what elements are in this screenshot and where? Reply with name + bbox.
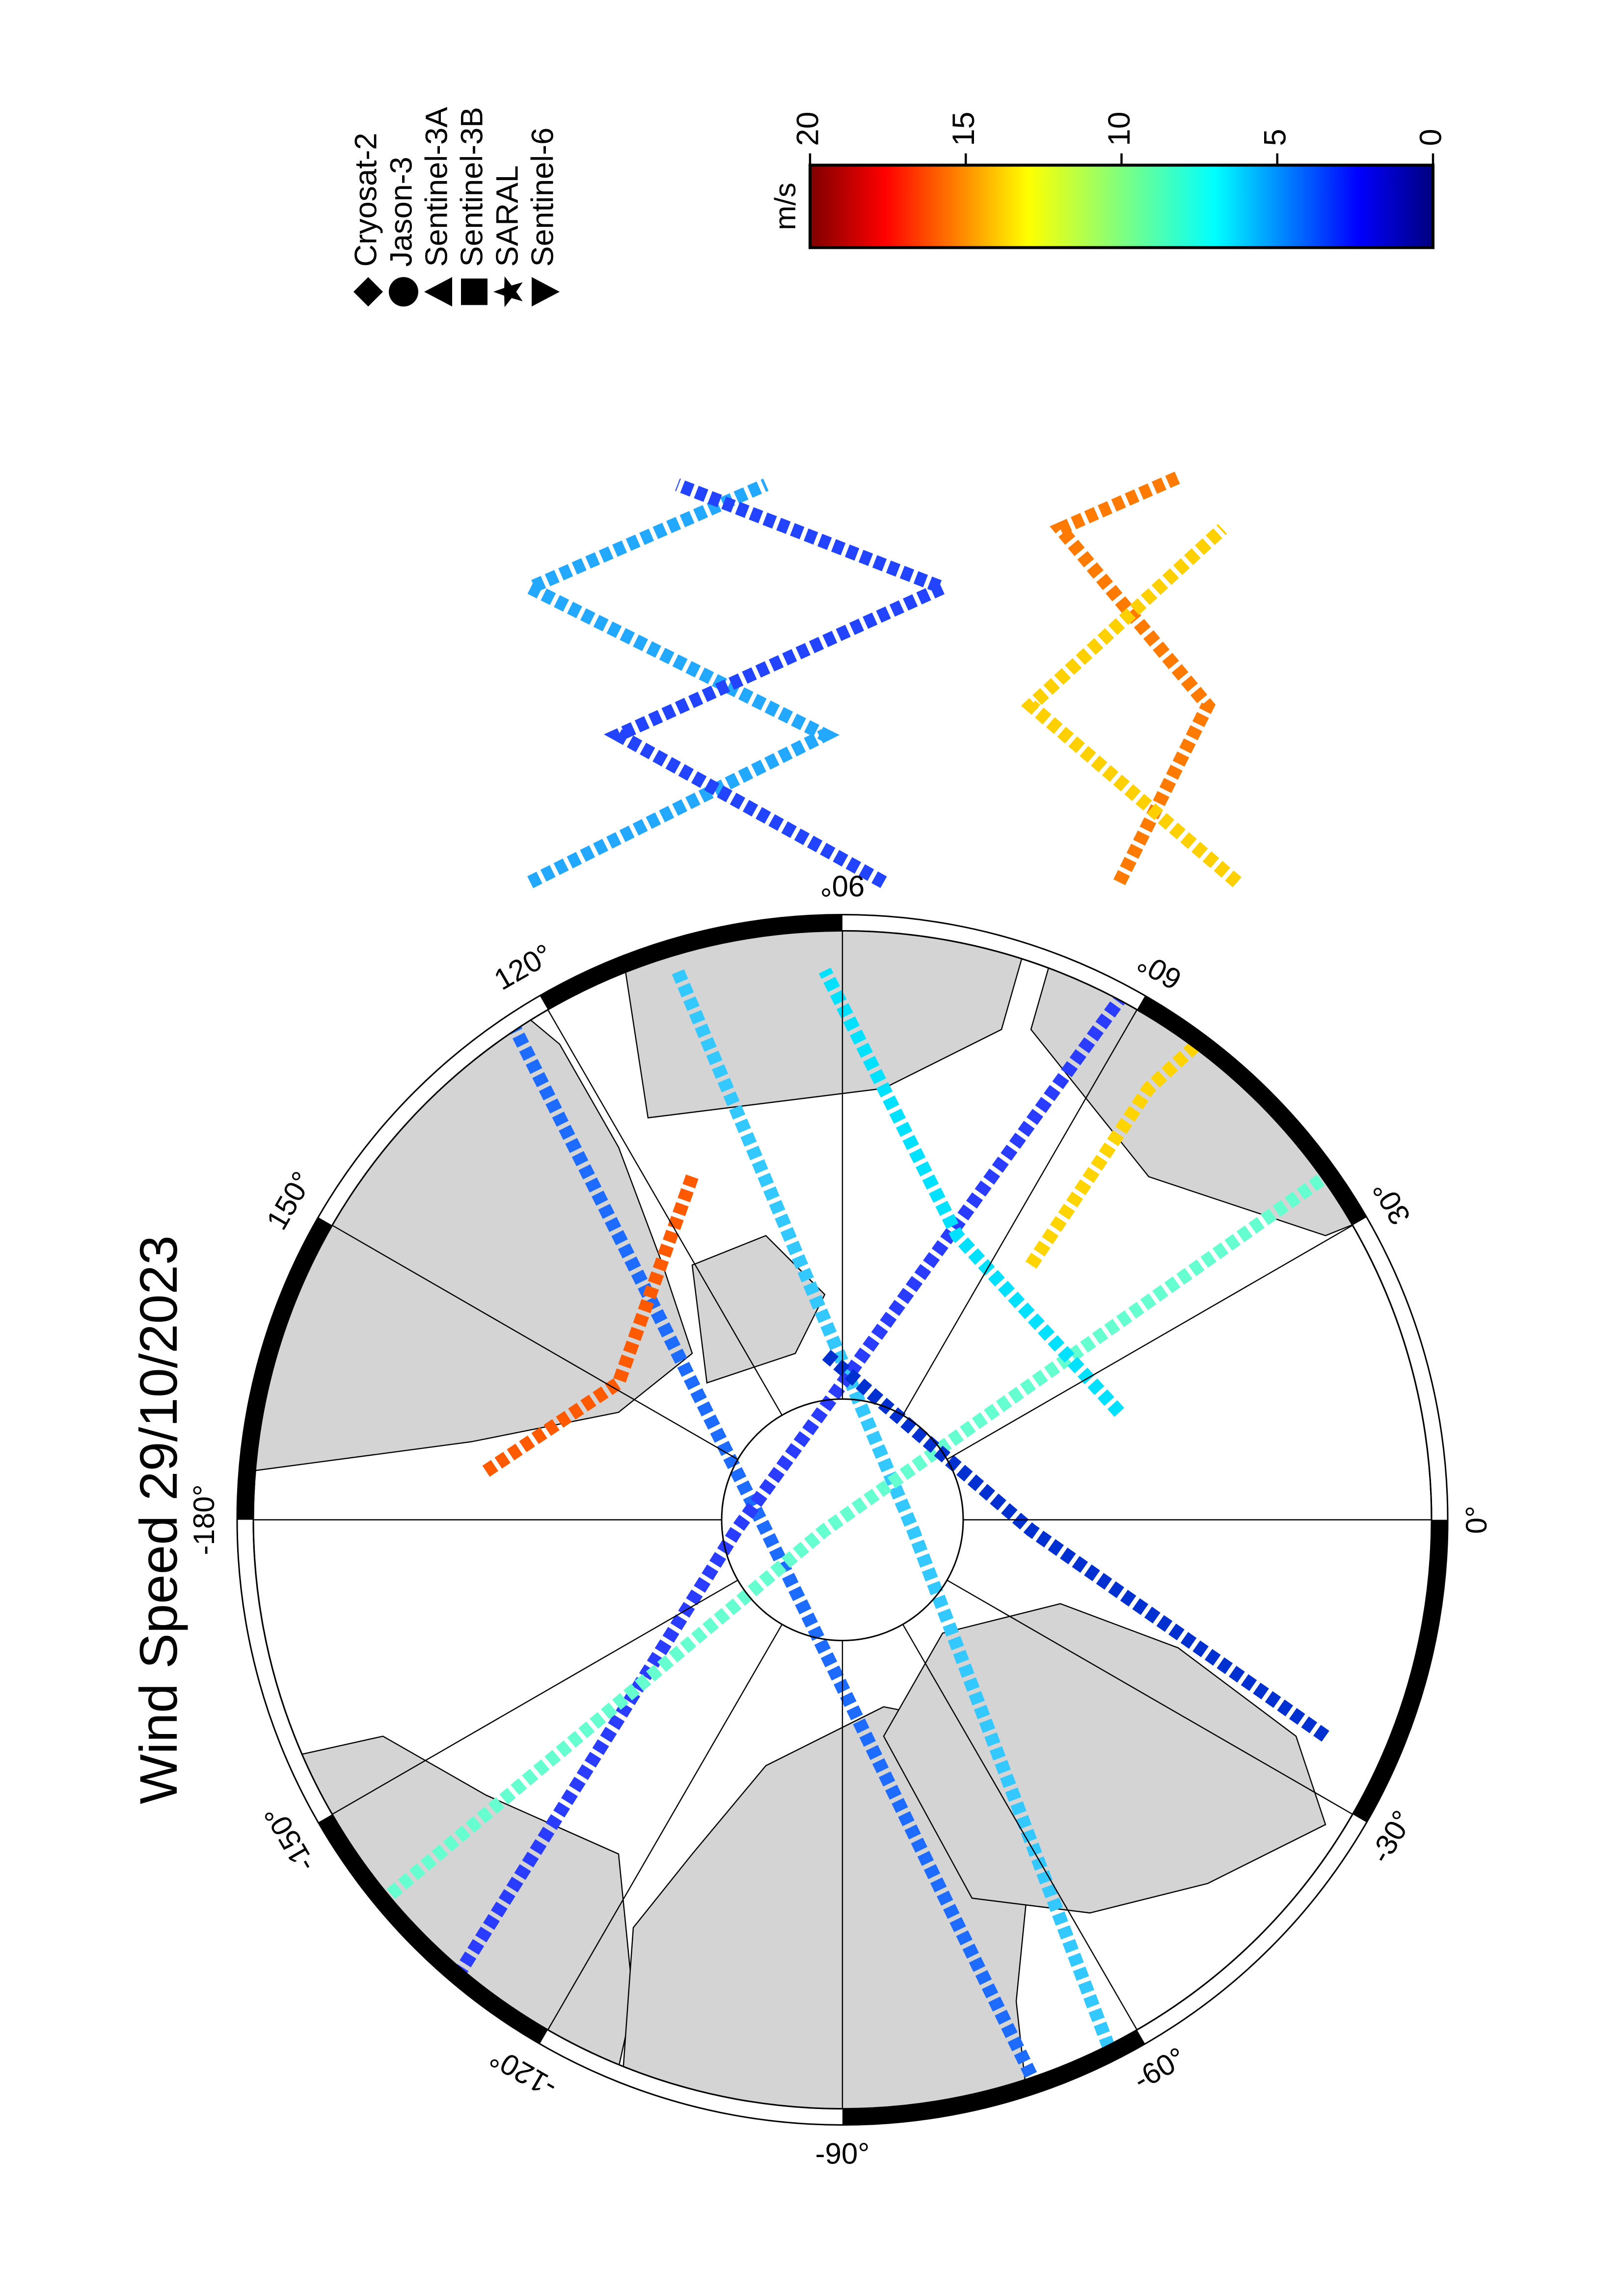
legend-label: SARAL bbox=[490, 165, 525, 267]
frame-inner bbox=[252, 930, 1433, 2109]
track bbox=[604, 478, 960, 888]
longitude-label: 60° bbox=[1132, 945, 1187, 996]
track bbox=[514, 479, 840, 888]
colorbar-tick-label: 5 bbox=[1258, 129, 1292, 146]
meridian bbox=[902, 1624, 1138, 2030]
longitude-label: 30° bbox=[1366, 1175, 1417, 1230]
legend-label: Sentinel-6 bbox=[526, 128, 560, 267]
track bbox=[436, 996, 1125, 2005]
ring-segment bbox=[237, 1217, 332, 1520]
frame-ring bbox=[237, 914, 1448, 2125]
colorbar-ticks: 0 5 10 15 20 bbox=[791, 111, 1448, 165]
map-title: Wind Speed 29/10/2023 bbox=[129, 1235, 188, 1804]
meridian bbox=[947, 1579, 1353, 1815]
longitude-label: 120° bbox=[488, 937, 558, 996]
landscape-frame: Wind Speed 29/10/2023 bbox=[129, 107, 1493, 2170]
track bbox=[1050, 471, 1216, 885]
legend-label: Jason-3 bbox=[384, 157, 419, 267]
colorbar bbox=[809, 163, 1434, 249]
meridian bbox=[947, 1225, 1353, 1460]
legend: Cryosat-2 Jason-3 Sentinel-3A Sentinel-3B SA… bbox=[349, 107, 560, 307]
colorbar-label: m/s bbox=[769, 183, 802, 230]
legend-symbol bbox=[532, 277, 560, 307]
legend-symbol bbox=[493, 276, 523, 307]
tracks-outside bbox=[514, 471, 1242, 888]
track bbox=[364, 1171, 1329, 1918]
legend-symbol bbox=[424, 277, 452, 307]
colorbar-tick-label: 0 bbox=[1414, 129, 1448, 146]
ring-segment bbox=[318, 1814, 548, 2044]
track bbox=[671, 968, 1126, 2078]
legend-symbol bbox=[389, 277, 418, 307]
legend-label: Cryosat-2 bbox=[349, 133, 383, 267]
track bbox=[482, 1174, 699, 1477]
land-greenland bbox=[883, 1603, 1326, 1914]
legend-label: Sentinel-3B bbox=[455, 107, 489, 267]
longitude-label: -180° bbox=[188, 1484, 220, 1555]
legend-label: Sentinel-3A bbox=[420, 107, 454, 267]
meridian bbox=[332, 1579, 738, 1815]
ring-segment bbox=[842, 2029, 1145, 2125]
longitude-label: -90° bbox=[815, 2137, 870, 2170]
meridian bbox=[902, 1009, 1138, 1416]
ring-segment bbox=[1352, 1520, 1448, 1822]
meridian bbox=[547, 1009, 783, 1416]
graticule bbox=[253, 931, 1432, 2109]
meridian bbox=[547, 1624, 783, 2030]
track bbox=[820, 1348, 1329, 1742]
ring-segment bbox=[1136, 995, 1367, 1226]
track bbox=[818, 967, 1124, 1417]
legend-symbol bbox=[461, 278, 487, 305]
colorbar-tick-label: 10 bbox=[1102, 111, 1136, 146]
legend-symbol bbox=[353, 277, 383, 307]
ring-segment bbox=[540, 914, 843, 1010]
longitude-label: 90° bbox=[820, 870, 865, 903]
colorbar-tick-label: 15 bbox=[947, 111, 981, 146]
longitude-label: 0° bbox=[1460, 1506, 1493, 1534]
track bbox=[1021, 524, 1242, 887]
colorbar-tick-label: 20 bbox=[791, 111, 825, 146]
longitude-label: 150° bbox=[260, 1166, 319, 1235]
meridian bbox=[332, 1225, 738, 1460]
track bbox=[480, 967, 1037, 2078]
pole-circle bbox=[721, 1398, 964, 1641]
